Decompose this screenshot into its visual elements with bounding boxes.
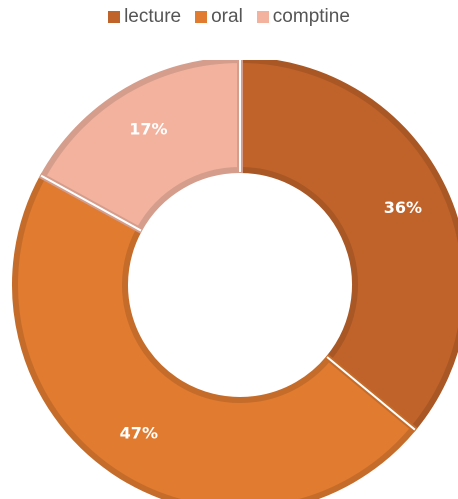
data-label-lecture: 36%	[384, 198, 422, 217]
slice-separator	[40, 174, 142, 232]
data-label-oral: 47%	[120, 423, 158, 442]
legend-item-comptine: comptine	[256, 6, 350, 28]
legend-swatch-comptine	[256, 11, 269, 23]
legend-swatch-oral	[195, 11, 208, 23]
data-label-comptine: 17%	[129, 120, 167, 139]
legend-label-comptine: comptine	[272, 6, 350, 27]
legend-label-oral: oral	[211, 6, 243, 27]
slice-separator	[326, 356, 416, 431]
chart-legend: lecture oral comptine	[0, 6, 458, 28]
legend-item-oral: oral	[195, 6, 243, 28]
legend-item-lecture: lecture	[108, 6, 181, 28]
legend-label-lecture: lecture	[124, 6, 182, 27]
donut-chart: 36% 47% 17%	[12, 60, 458, 499]
donut-slice-lecture	[237, 60, 458, 433]
donut-slice-oral	[12, 172, 418, 499]
legend-swatch-lecture	[108, 11, 121, 23]
donut-slice-comptine	[38, 60, 243, 234]
